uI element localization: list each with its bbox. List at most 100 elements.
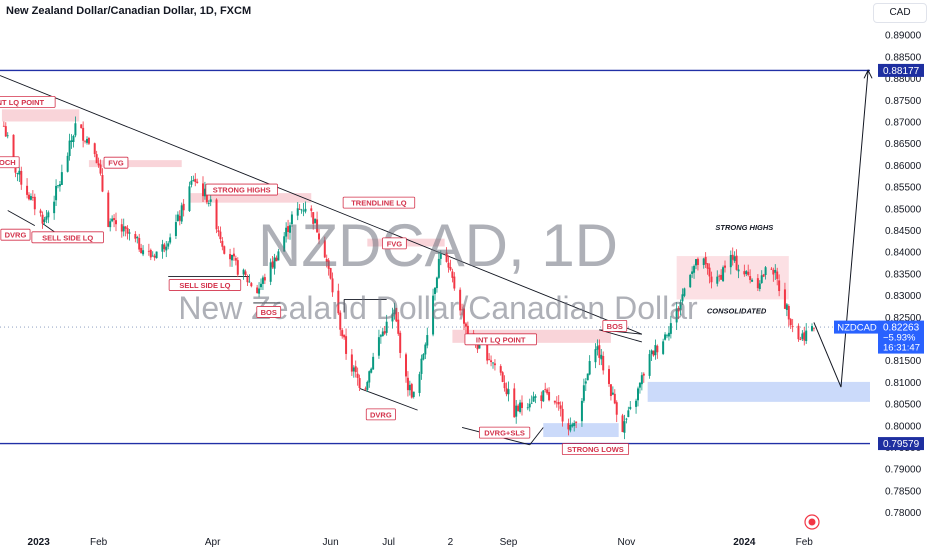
candle-body [341,330,344,337]
watermark-symbol: NZDCAD, 1D [258,212,618,279]
candle-body [302,210,305,212]
candle-body [397,319,400,334]
candle-body [623,421,626,433]
candle-body [329,268,332,279]
symbol-tag: NZDCAD [837,323,877,334]
candle-body [236,260,239,275]
candle-body [345,336,348,354]
label-dvrg-sls-box [478,426,531,439]
candle-body [352,367,355,372]
candle-body [70,140,73,142]
label-int-lq-point: INT LQ POINT [0,98,45,107]
candle-body [223,246,226,254]
candle-body [492,362,494,364]
candle-body [107,192,110,227]
label-trendline-lq-box [342,196,416,209]
candle-body [770,268,773,270]
candle-body [476,344,479,350]
candle-body [2,125,5,127]
price-tick-label: 0.86000 [885,161,922,172]
candle-body [178,215,181,221]
candle-body [548,392,551,401]
candle-body [31,196,34,198]
candle-body [412,391,415,397]
candle-body [277,251,280,261]
candle-body [381,331,384,337]
label-dvrg-1: DVRG [5,231,27,240]
candle-body [513,388,516,418]
candle-body [165,246,168,251]
candle-body [99,164,102,174]
candle-body [377,337,380,356]
time-tick-label: Sep [500,537,518,548]
candle-body [153,255,156,258]
label-int-lq-point-2: INT LQ POINT [476,335,526,344]
candle-body [203,188,206,197]
candle-body [710,276,713,283]
projection-arrowhead [863,69,873,79]
candle-body [142,250,145,255]
candle-body [669,323,672,334]
candle-body [519,402,522,412]
candle-body [464,323,467,327]
candle-body [196,181,199,183]
currency-button[interactable]: CAD [873,3,927,23]
candle-body [588,361,591,375]
label-trendline-lq: TRENDLINE LQ [351,199,407,208]
candle-body [12,134,15,159]
candle-body [758,283,761,290]
candle-body [608,369,610,384]
candle-body [354,366,357,373]
candle-body [783,289,786,309]
label-choch-box [0,156,20,169]
candle-body [598,345,601,358]
candle-body [774,269,777,273]
price-tick-label: 0.78000 [885,508,922,519]
candle-body [528,403,531,408]
candle-body [627,410,630,418]
label-strong-highs-box [205,183,278,196]
candle-body [122,226,125,232]
candle-body [20,170,23,185]
label-fvg-2-box [382,237,407,250]
candle-body [391,313,394,322]
candle-body [395,307,398,322]
candle-body [735,255,738,270]
candle-body [486,342,489,361]
candle-body [343,334,346,338]
label-sell-side-lq-2-box [168,279,242,291]
zone-strong-highs [189,193,312,203]
candle-body [47,212,50,218]
candle-body [219,231,222,240]
candle-body [29,196,32,200]
label-bos-1: BOS [261,308,277,317]
current-price-tag-bg [878,320,924,354]
candle-body [461,309,464,311]
candle-body [490,360,493,363]
candle-body [57,185,59,187]
candle-body [602,356,605,371]
candle-body [60,172,63,185]
candle-body [151,255,154,257]
candle-body [296,208,299,216]
candle-body [526,407,529,409]
candle-body [126,228,129,234]
candle-body [372,356,375,370]
time-tick-label: 2023 [28,537,51,548]
candle-body [743,271,746,275]
candle-body [271,261,274,268]
candle-body [258,288,261,294]
candle-body [385,321,388,333]
candle-body [683,288,686,296]
candle-body [656,345,659,353]
candle-body [751,279,754,282]
bos-line-3 [599,329,642,343]
candle-body [26,185,29,195]
label-bos-2: BOS [607,322,623,331]
candle-body [778,280,781,292]
candle-body [422,354,425,360]
price-tick-label: 0.79000 [885,465,922,476]
candle-body [424,344,427,355]
